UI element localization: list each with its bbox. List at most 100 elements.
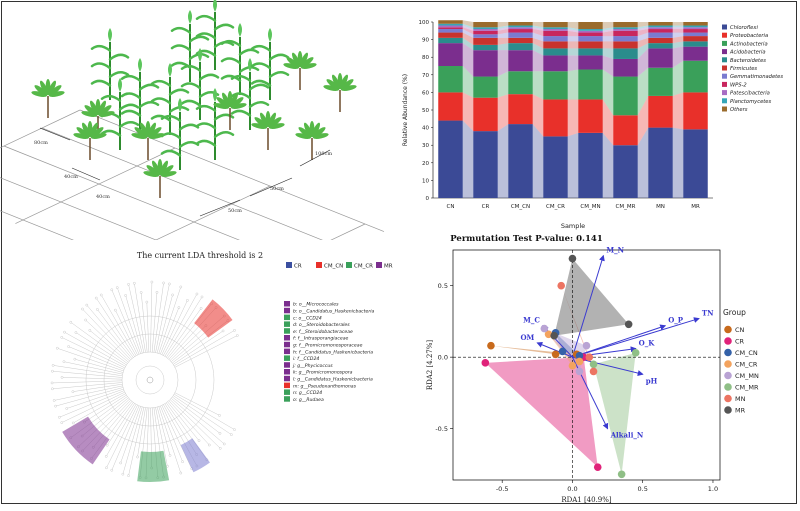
maize-tip [188,10,192,24]
maize-leaf [250,62,272,70]
maize-leaf [220,74,242,82]
grid-line [0,177,271,286]
cladogram-branch [166,308,202,358]
maize-leaf [250,79,272,87]
bar-segment [473,97,498,132]
cladogram-branch [174,393,235,430]
cassava-leaf [48,85,62,96]
bar-connector [497,22,509,28]
y-tick-label: 50 [422,108,429,114]
cladogram-node [60,421,64,424]
legend-label: MN [735,395,746,403]
bar-connector [497,43,509,51]
bar-segment [543,71,568,100]
cassava-leaf [300,57,314,68]
bar-connector [602,99,614,146]
bar-segment [438,23,463,26]
maize-tip [248,58,252,72]
bar-connector [462,43,474,77]
bar-segment [438,37,463,44]
bar-segment [438,43,463,66]
bar-segment [648,37,673,44]
cladogram-branch [70,322,128,364]
x-tick-label: CM_CR [546,204,565,210]
bar-connector [602,36,614,42]
bar-connector [567,22,579,30]
cassava-plant-icon [31,79,65,118]
cladogram-branch [172,396,221,434]
sample-point [540,324,549,333]
dimension-label: 40cm [64,174,78,180]
cladogram-node [162,281,165,285]
legend-marker [724,371,732,380]
x-tick-label: CR [482,204,490,210]
bar-segment [508,29,533,33]
cladogram-node [150,280,154,284]
bar-segment [613,58,638,77]
cassava-plant-icon [283,51,317,90]
sample-point [582,341,591,350]
cladogram-node [116,286,119,289]
cladogram-branch [101,294,137,356]
dimension-label: 40cm [96,194,110,200]
cladogram-branch [66,388,124,409]
bar-segment [438,20,463,24]
cladogram-branch [115,310,138,356]
maize-plant-icon [220,23,260,95]
cassava-leaf [98,105,112,116]
taxon-legend-label: i: f__CCD24 [293,356,319,362]
cladogram-node [94,296,98,300]
maize-leaf [120,74,142,82]
cladogram-branch [171,398,225,445]
maize-tip [118,78,122,92]
grid-line [3,145,309,268]
cladogram-node [74,331,78,334]
bar-segment [508,37,533,44]
bar-connector [497,50,509,77]
cassava-leaf [268,123,285,129]
cassava-leaf [268,117,282,128]
bar-connector [602,132,614,198]
bar-connector [462,66,474,98]
taxon-legend-swatch [284,328,290,334]
grid-line [110,185,271,262]
bar-segment [613,41,638,49]
env-vector-label: pH [646,376,658,385]
cassava-plant-icon [73,121,107,160]
maize-leaf [180,82,202,90]
legend-swatch [722,49,727,55]
legend-label: Bacteroidetes [730,58,766,64]
cassava-leaf [299,52,309,68]
bar-segment [683,129,708,198]
bar-connector [497,29,509,35]
legend-marker [724,348,732,357]
y-tick-label: 40 [422,126,429,132]
cassava-leaf [160,165,174,176]
bar-segment [543,55,568,72]
cassava-leaf [312,127,326,138]
sample-point [575,357,584,366]
cladogram-node [168,454,172,457]
cladogram-node [119,461,122,465]
cladogram-branch [61,391,125,423]
group-legend-label: MR [384,264,393,270]
taxon-legend-label: e: f__Steroidobacteraceae [293,329,353,335]
maize-tip [138,58,142,72]
maize-leaf [150,79,172,87]
maize-leaf [170,44,192,52]
bar-segment [543,48,568,56]
cladogram-branch [53,365,123,377]
cassava-plant-icon [81,99,115,138]
maize-plant-icon [100,78,140,150]
cladogram-node [127,283,130,286]
bar-segment [683,41,708,47]
bar-segment [543,136,568,198]
sample-point [568,254,577,263]
bar-connector [602,48,614,59]
bar-connector [602,69,614,116]
legend-marker [724,325,732,334]
stacked-bar-chart: 0 10 20 30 40 50 60 70 80 90 100 CN CR CM_CN CM_CR CM_M… [395,5,800,235]
cladogram-branch [128,407,145,476]
bar-segment [438,120,463,198]
cassava-leaf [76,127,90,138]
